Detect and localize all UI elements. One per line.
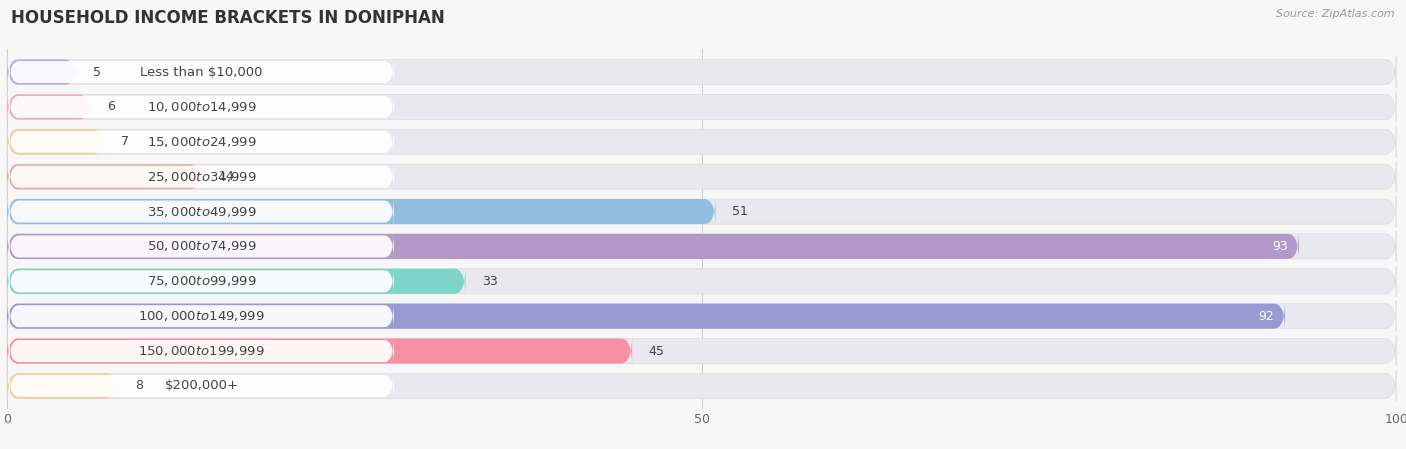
FancyBboxPatch shape <box>7 336 1396 366</box>
FancyBboxPatch shape <box>7 301 1285 331</box>
Text: $10,000 to $14,999: $10,000 to $14,999 <box>146 100 256 114</box>
Text: $200,000+: $200,000+ <box>165 379 239 392</box>
Text: $150,000 to $199,999: $150,000 to $199,999 <box>138 344 264 358</box>
Text: 33: 33 <box>482 275 498 288</box>
FancyBboxPatch shape <box>7 266 1396 297</box>
Text: 45: 45 <box>648 344 665 357</box>
Text: HOUSEHOLD INCOME BRACKETS IN DONIPHAN: HOUSEHOLD INCOME BRACKETS IN DONIPHAN <box>11 9 444 27</box>
FancyBboxPatch shape <box>8 268 394 295</box>
FancyBboxPatch shape <box>7 231 1299 262</box>
FancyBboxPatch shape <box>7 127 104 157</box>
Text: Source: ZipAtlas.com: Source: ZipAtlas.com <box>1277 9 1395 19</box>
FancyBboxPatch shape <box>7 301 1396 331</box>
FancyBboxPatch shape <box>8 303 394 330</box>
Text: 92: 92 <box>1258 310 1274 323</box>
Text: 7: 7 <box>121 135 129 148</box>
FancyBboxPatch shape <box>7 266 465 297</box>
FancyBboxPatch shape <box>8 373 394 399</box>
FancyBboxPatch shape <box>8 233 394 260</box>
FancyBboxPatch shape <box>7 196 1396 227</box>
FancyBboxPatch shape <box>7 196 716 227</box>
FancyBboxPatch shape <box>7 57 1396 88</box>
FancyBboxPatch shape <box>7 161 201 192</box>
FancyBboxPatch shape <box>8 163 394 190</box>
FancyBboxPatch shape <box>7 92 1396 122</box>
Text: $50,000 to $74,999: $50,000 to $74,999 <box>146 239 256 253</box>
FancyBboxPatch shape <box>8 128 394 155</box>
FancyBboxPatch shape <box>7 231 1396 262</box>
Text: 93: 93 <box>1272 240 1288 253</box>
FancyBboxPatch shape <box>7 127 1396 157</box>
Text: 51: 51 <box>733 205 748 218</box>
FancyBboxPatch shape <box>7 57 76 88</box>
FancyBboxPatch shape <box>8 93 394 120</box>
Text: 8: 8 <box>135 379 143 392</box>
Text: Less than $10,000: Less than $10,000 <box>141 66 263 79</box>
Text: $15,000 to $24,999: $15,000 to $24,999 <box>146 135 256 149</box>
Text: $25,000 to $34,999: $25,000 to $34,999 <box>146 170 256 184</box>
Text: 14: 14 <box>218 170 233 183</box>
FancyBboxPatch shape <box>7 92 90 122</box>
FancyBboxPatch shape <box>7 370 1396 401</box>
FancyBboxPatch shape <box>8 338 394 365</box>
Text: 6: 6 <box>107 101 115 114</box>
Text: $75,000 to $99,999: $75,000 to $99,999 <box>146 274 256 288</box>
Text: 5: 5 <box>93 66 101 79</box>
Text: $35,000 to $49,999: $35,000 to $49,999 <box>146 205 256 219</box>
Text: $100,000 to $149,999: $100,000 to $149,999 <box>138 309 264 323</box>
FancyBboxPatch shape <box>8 59 394 85</box>
FancyBboxPatch shape <box>8 198 394 225</box>
FancyBboxPatch shape <box>7 336 633 366</box>
FancyBboxPatch shape <box>7 370 118 401</box>
FancyBboxPatch shape <box>7 161 1396 192</box>
